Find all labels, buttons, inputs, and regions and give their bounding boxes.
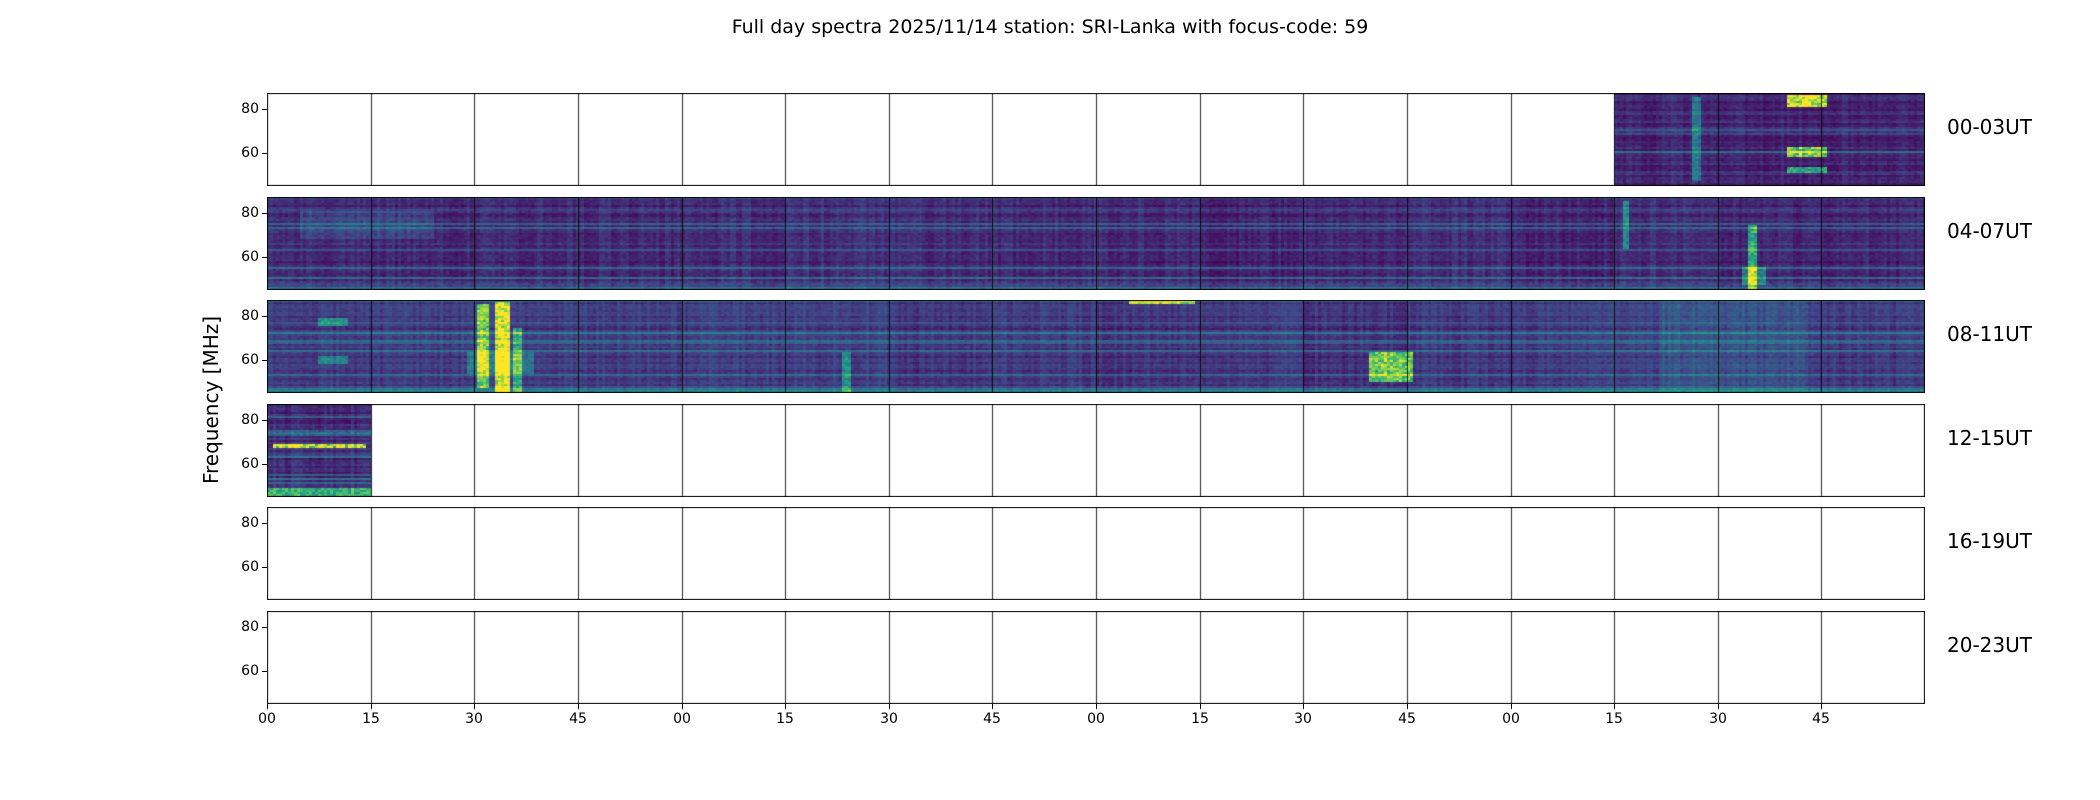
x-tick-label: 15 <box>362 711 380 727</box>
chart-title: Full day spectra 2025/11/14 station: SRI… <box>731 16 1369 38</box>
x-tick-label: 45 <box>983 711 1001 727</box>
x-tick-mark <box>1821 704 1822 709</box>
x-tick-label: 45 <box>569 711 587 727</box>
row-label-08-11UT: 08-11UT <box>1947 322 2032 346</box>
y-tick-label: 60 <box>241 456 259 472</box>
y-tick-label: 60 <box>241 559 259 575</box>
y-tick-label: 80 <box>241 205 259 221</box>
y-tick-label: 80 <box>241 619 259 635</box>
row-label-04-07UT: 04-07UT <box>1947 219 2032 243</box>
row-label-12-15UT: 12-15UT <box>1947 426 2032 450</box>
y-tick-mark <box>262 523 267 524</box>
x-tick-mark <box>1303 704 1304 709</box>
y-tick-mark <box>262 109 267 110</box>
y-tick-label: 60 <box>241 249 259 265</box>
y-tick-mark <box>262 627 267 628</box>
x-tick-mark <box>889 704 890 709</box>
y-tick-label: 60 <box>241 352 259 368</box>
row-label-16-19UT: 16-19UT <box>1947 529 2032 553</box>
x-tick-label: 30 <box>1294 711 1312 727</box>
spectrogram-row-12-15UT <box>267 404 1925 497</box>
x-tick-mark <box>1614 704 1615 709</box>
y-tick-mark <box>262 360 267 361</box>
x-tick-mark <box>371 704 372 709</box>
y-tick-mark <box>262 213 267 214</box>
y-tick-label: 80 <box>241 412 259 428</box>
spectrogram-row-20-23UT <box>267 611 1925 704</box>
x-tick-mark <box>785 704 786 709</box>
y-tick-mark <box>262 316 267 317</box>
y-tick-label: 60 <box>241 663 259 679</box>
y-tick-label: 80 <box>241 308 259 324</box>
y-tick-label: 60 <box>241 145 259 161</box>
y-tick-mark <box>262 257 267 258</box>
x-tick-label: 45 <box>1398 711 1416 727</box>
x-tick-label: 15 <box>776 711 794 727</box>
x-tick-mark <box>1718 704 1719 709</box>
y-tick-mark <box>262 153 267 154</box>
x-tick-label: 00 <box>1502 711 1520 727</box>
row-label-20-23UT: 20-23UT <box>1947 633 2032 657</box>
y-tick-mark <box>262 567 267 568</box>
x-tick-label: 00 <box>673 711 691 727</box>
x-tick-label: 30 <box>880 711 898 727</box>
spectrogram-row-04-07UT <box>267 197 1925 290</box>
spectrogram-row-08-11UT <box>267 300 1925 393</box>
x-tick-label: 15 <box>1191 711 1209 727</box>
y-tick-mark <box>262 464 267 465</box>
x-tick-label: 30 <box>465 711 483 727</box>
y-tick-label: 80 <box>241 515 259 531</box>
y-tick-label: 80 <box>241 101 259 117</box>
x-tick-mark <box>474 704 475 709</box>
x-tick-mark <box>1511 704 1512 709</box>
x-tick-mark <box>992 704 993 709</box>
x-tick-mark <box>267 704 268 709</box>
spectrogram-row-16-19UT <box>267 507 1925 600</box>
row-label-00-03UT: 00-03UT <box>1947 115 2032 139</box>
x-tick-mark <box>1096 704 1097 709</box>
x-tick-mark <box>578 704 579 709</box>
x-tick-mark <box>1407 704 1408 709</box>
x-tick-label: 00 <box>258 711 276 727</box>
y-tick-mark <box>262 420 267 421</box>
x-tick-label: 00 <box>1087 711 1105 727</box>
x-tick-label: 15 <box>1605 711 1623 727</box>
x-tick-mark <box>682 704 683 709</box>
y-tick-mark <box>262 671 267 672</box>
x-tick-label: 30 <box>1709 711 1727 727</box>
spectrogram-row-00-03UT <box>267 93 1925 186</box>
x-tick-label: 45 <box>1812 711 1830 727</box>
y-axis-label: Frequency [MHz] <box>199 315 223 485</box>
x-tick-mark <box>1200 704 1201 709</box>
